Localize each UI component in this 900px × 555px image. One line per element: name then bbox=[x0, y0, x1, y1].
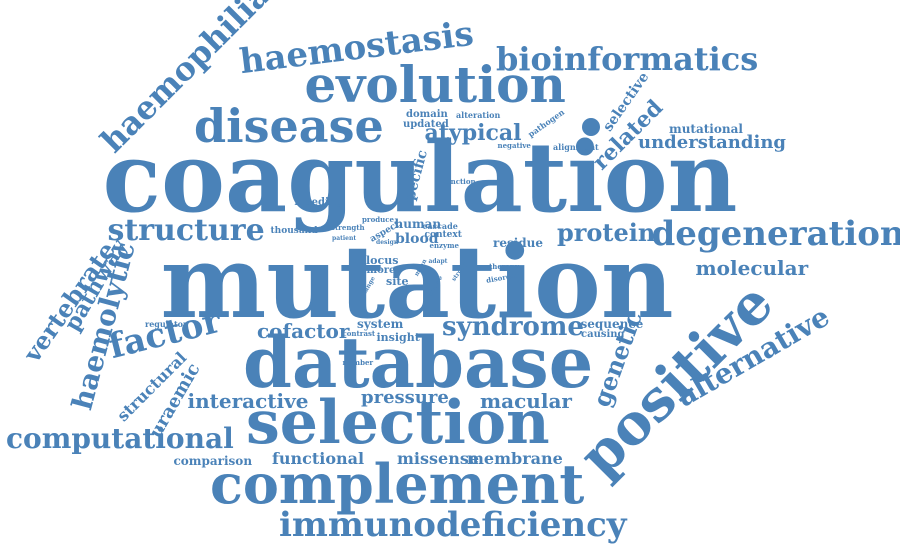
cloud-word: blood bbox=[395, 231, 439, 247]
cloud-word: structure bbox=[107, 213, 265, 248]
cloud-word: patient bbox=[332, 235, 357, 242]
cloud-word: design bbox=[376, 239, 399, 246]
cloud-word: atypical bbox=[424, 120, 522, 146]
cloud-word: insight bbox=[376, 330, 420, 344]
cloud-word: therapy bbox=[489, 261, 519, 271]
cloud-word: macular bbox=[480, 389, 572, 413]
cloud-word: sequence bbox=[580, 317, 644, 331]
cloud-word: cofactor bbox=[257, 319, 350, 343]
cloud-word: alteration bbox=[456, 110, 501, 120]
cloud-word: regulator bbox=[145, 319, 188, 329]
cloud-word: disease bbox=[194, 99, 384, 153]
cloud-word: bioinformatics bbox=[496, 40, 759, 78]
cloud-word: produce bbox=[362, 214, 394, 224]
cloud-word: pressure bbox=[361, 387, 449, 408]
cloud-word: site bbox=[386, 274, 409, 288]
cloud-word: coagulation bbox=[102, 121, 738, 234]
cloud-word: immunodeficiency bbox=[279, 505, 627, 545]
cloud-word: molecular bbox=[695, 256, 809, 280]
cloud-word: evolution bbox=[304, 55, 566, 114]
cloud-word: causing bbox=[581, 329, 625, 340]
cloud-word: locus bbox=[366, 253, 399, 267]
cloud-word: adapt bbox=[428, 258, 448, 265]
cloud-word: domain bbox=[406, 109, 448, 120]
cloud-word: updated bbox=[403, 119, 449, 130]
cloud-word: contrast bbox=[342, 328, 376, 338]
cloud-word: comparison bbox=[173, 454, 253, 468]
cloud-word: enzyme bbox=[429, 240, 459, 250]
cloud-word: interactive bbox=[187, 389, 309, 413]
cloud-word: more bbox=[366, 265, 396, 276]
cloud-word: thousand bbox=[270, 225, 318, 236]
cloud-word: bleeding bbox=[294, 197, 344, 208]
cloud-word: understanding bbox=[638, 132, 786, 153]
cloud-word: syndrome bbox=[442, 312, 584, 342]
cloud-word: mutation bbox=[160, 223, 674, 341]
cloud-word: cascade bbox=[422, 221, 458, 231]
cloud-word: alignment bbox=[553, 142, 599, 152]
cloud-word: number bbox=[342, 357, 374, 367]
cloud-word: function bbox=[442, 176, 476, 186]
decorative-dot bbox=[582, 118, 600, 136]
cloud-word: strength bbox=[331, 222, 365, 232]
cloud-word: residue bbox=[493, 236, 544, 250]
cloud-word: negative bbox=[497, 140, 531, 150]
cloud-word: selection bbox=[246, 388, 550, 458]
cloud-word: complement bbox=[210, 452, 585, 516]
cloud-word: computational bbox=[6, 422, 234, 455]
cloud-word: protein bbox=[557, 218, 656, 247]
cloud-word: human bbox=[394, 217, 442, 231]
cloud-word: context bbox=[424, 229, 462, 240]
cloud-word: missense bbox=[397, 449, 480, 468]
cloud-word: mutational bbox=[669, 122, 743, 136]
cloud-word: system bbox=[357, 317, 404, 331]
cloud-word: database bbox=[243, 321, 594, 404]
cloud-word: functional bbox=[272, 449, 365, 468]
cloud-word: degeneration bbox=[651, 214, 900, 254]
cloud-word: membrane bbox=[467, 449, 563, 468]
